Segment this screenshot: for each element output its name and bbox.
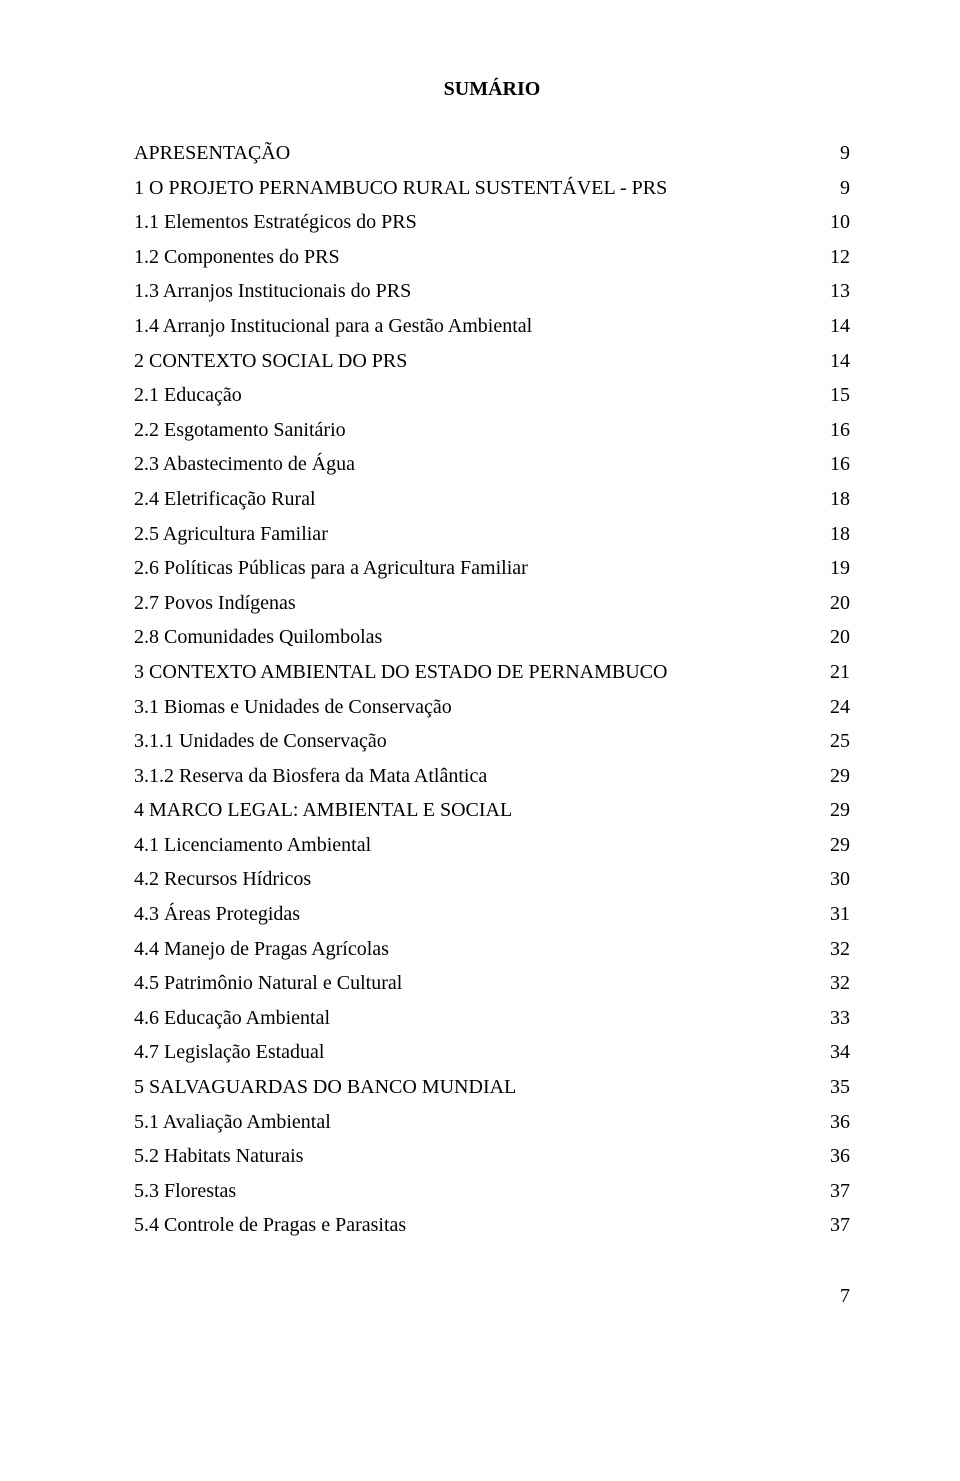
toc-entry-label: 2.2 Esgotamento Sanitário [134, 420, 810, 440]
toc-entry-label: 2 CONTEXTO SOCIAL DO PRS [134, 351, 810, 371]
toc-row: 4.7 Legislação Estadual34 [134, 1042, 850, 1062]
toc-entry-label: 1.1 Elementos Estratégicos do PRS [134, 212, 810, 232]
toc-row: APRESENTAÇÃO9 [134, 143, 850, 163]
toc-entry-label: 3.1.2 Reserva da Biosfera da Mata Atlânt… [134, 766, 810, 786]
toc-entry-label: 2.7 Povos Indígenas [134, 593, 810, 613]
toc-entry-label: 4.4 Manejo de Pragas Agrícolas [134, 939, 810, 959]
toc-row: 2 CONTEXTO SOCIAL DO PRS14 [134, 351, 850, 371]
toc-row: 4.1 Licenciamento Ambiental29 [134, 835, 850, 855]
toc-row: 5.2 Habitats Naturais36 [134, 1146, 850, 1166]
toc-row: 2.7 Povos Indígenas20 [134, 593, 850, 613]
toc-row: 2.3 Abastecimento de Água16 [134, 454, 850, 474]
toc-entry-label: 2.4 Eletrificação Rural [134, 489, 810, 509]
toc-row: 3 CONTEXTO AMBIENTAL DO ESTADO DE PERNAM… [134, 662, 850, 682]
toc-entry-page: 35 [810, 1077, 850, 1097]
toc-row: 4.6 Educação Ambiental33 [134, 1008, 850, 1028]
toc-entry-page: 24 [810, 697, 850, 717]
toc-entry-label: 4 MARCO LEGAL: AMBIENTAL E SOCIAL [134, 800, 810, 820]
toc-entry-label: 1.2 Componentes do PRS [134, 247, 810, 267]
toc-entry-label: 2.1 Educação [134, 385, 810, 405]
toc-entry-page: 32 [810, 973, 850, 993]
toc-row: 1.3 Arranjos Institucionais do PRS13 [134, 281, 850, 301]
toc-entry-label: 2.3 Abastecimento de Água [134, 454, 810, 474]
toc-row: 4.3 Áreas Protegidas31 [134, 904, 850, 924]
toc-entry-page: 31 [810, 904, 850, 924]
toc-row: 3.1 Biomas e Unidades de Conservação24 [134, 697, 850, 717]
toc-entry-page: 29 [810, 766, 850, 786]
toc-entry-page: 34 [810, 1042, 850, 1062]
toc-entry-label: 4.3 Áreas Protegidas [134, 904, 810, 924]
toc-entry-label: 3.1.1 Unidades de Conservação [134, 731, 810, 751]
toc-row: 1.4 Arranjo Institucional para a Gestão … [134, 316, 850, 336]
toc-list: APRESENTAÇÃO91 O PROJETO PERNAMBUCO RURA… [134, 143, 850, 1235]
toc-entry-label: 4.5 Patrimônio Natural e Cultural [134, 973, 810, 993]
toc-entry-page: 19 [810, 558, 850, 578]
toc-row: 2.1 Educação15 [134, 385, 850, 405]
toc-row: 4 MARCO LEGAL: AMBIENTAL E SOCIAL29 [134, 800, 850, 820]
toc-entry-page: 29 [810, 800, 850, 820]
toc-row: 5 SALVAGUARDAS DO BANCO MUNDIAL35 [134, 1077, 850, 1097]
toc-entry-page: 14 [810, 316, 850, 336]
toc-row: 5.1 Avaliação Ambiental36 [134, 1112, 850, 1132]
toc-row: 1.1 Elementos Estratégicos do PRS10 [134, 212, 850, 232]
toc-entry-label: 2.5 Agricultura Familiar [134, 524, 810, 544]
toc-entry-label: 5.2 Habitats Naturais [134, 1146, 810, 1166]
toc-entry-page: 10 [810, 212, 850, 232]
toc-entry-label: 5.3 Florestas [134, 1181, 810, 1201]
toc-row: 4.4 Manejo de Pragas Agrícolas32 [134, 939, 850, 959]
toc-row: 3.1.2 Reserva da Biosfera da Mata Atlânt… [134, 766, 850, 786]
toc-entry-label: 1 O PROJETO PERNAMBUCO RURAL SUSTENTÁVEL… [134, 178, 810, 198]
toc-entry-label: 5 SALVAGUARDAS DO BANCO MUNDIAL [134, 1077, 810, 1097]
toc-entry-page: 37 [810, 1215, 850, 1235]
toc-entry-page: 13 [810, 281, 850, 301]
toc-entry-label: 5.4 Controle de Pragas e Parasitas [134, 1215, 810, 1235]
toc-entry-page: 33 [810, 1008, 850, 1028]
toc-entry-page: 15 [810, 385, 850, 405]
toc-entry-page: 18 [810, 524, 850, 544]
toc-entry-page: 9 [810, 143, 850, 163]
toc-entry-label: 4.2 Recursos Hídricos [134, 869, 810, 889]
page-number: 7 [134, 1285, 850, 1308]
toc-entry-label: APRESENTAÇÃO [134, 143, 810, 163]
toc-entry-page: 37 [810, 1181, 850, 1201]
toc-row: 1.2 Componentes do PRS12 [134, 247, 850, 267]
toc-entry-page: 16 [810, 454, 850, 474]
toc-entry-label: 4.1 Licenciamento Ambiental [134, 835, 810, 855]
toc-entry-page: 36 [810, 1112, 850, 1132]
toc-row: 2.8 Comunidades Quilombolas20 [134, 627, 850, 647]
toc-entry-label: 2.8 Comunidades Quilombolas [134, 627, 810, 647]
toc-row: 5.4 Controle de Pragas e Parasitas37 [134, 1215, 850, 1235]
toc-entry-page: 21 [810, 662, 850, 682]
toc-entry-page: 18 [810, 489, 850, 509]
toc-entry-label: 4.7 Legislação Estadual [134, 1042, 810, 1062]
toc-row: 5.3 Florestas37 [134, 1181, 850, 1201]
toc-entry-label: 1.4 Arranjo Institucional para a Gestão … [134, 316, 810, 336]
toc-entry-page: 16 [810, 420, 850, 440]
toc-row: 2.2 Esgotamento Sanitário16 [134, 420, 850, 440]
toc-entry-page: 20 [810, 627, 850, 647]
toc-entry-page: 32 [810, 939, 850, 959]
toc-row: 1 O PROJETO PERNAMBUCO RURAL SUSTENTÁVEL… [134, 178, 850, 198]
toc-entry-page: 12 [810, 247, 850, 267]
toc-row: 2.6 Políticas Públicas para a Agricultur… [134, 558, 850, 578]
toc-entry-page: 20 [810, 593, 850, 613]
toc-entry-page: 14 [810, 351, 850, 371]
toc-row: 4.5 Patrimônio Natural e Cultural32 [134, 973, 850, 993]
toc-entry-label: 3.1 Biomas e Unidades de Conservação [134, 697, 810, 717]
toc-entry-page: 36 [810, 1146, 850, 1166]
toc-entry-label: 3 CONTEXTO AMBIENTAL DO ESTADO DE PERNAM… [134, 662, 810, 682]
toc-entry-page: 29 [810, 835, 850, 855]
toc-row: 3.1.1 Unidades de Conservação25 [134, 731, 850, 751]
toc-row: 4.2 Recursos Hídricos30 [134, 869, 850, 889]
toc-entry-label: 5.1 Avaliação Ambiental [134, 1112, 810, 1132]
toc-entry-label: 2.6 Políticas Públicas para a Agricultur… [134, 558, 810, 578]
toc-entry-label: 4.6 Educação Ambiental [134, 1008, 810, 1028]
toc-entry-page: 25 [810, 731, 850, 751]
toc-entry-page: 9 [810, 178, 850, 198]
toc-row: 2.5 Agricultura Familiar18 [134, 524, 850, 544]
toc-entry-page: 30 [810, 869, 850, 889]
toc-row: 2.4 Eletrificação Rural18 [134, 489, 850, 509]
toc-entry-label: 1.3 Arranjos Institucionais do PRS [134, 281, 810, 301]
toc-title: SUMÁRIO [134, 78, 850, 101]
